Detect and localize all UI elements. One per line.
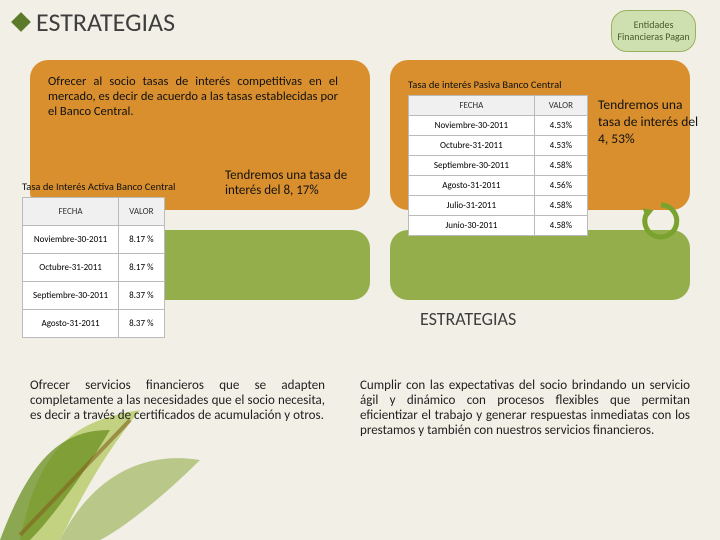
paragraph-top-left: Ofrecer al socio tasas de interés compet… — [48, 74, 338, 119]
paragraph-bottom-left: Ofrecer servicios financieros que se ada… — [30, 378, 325, 423]
table-row: Agosto-31-20114.56% — [409, 176, 588, 196]
paragraph-bottom-right: Cumplir con las expectativas del socio b… — [360, 378, 690, 438]
title-text: ESTRATEGIAS — [36, 6, 175, 38]
estrategias-label: ESTRATEGIAS — [420, 308, 516, 330]
cycle-arrow-icon — [640, 200, 682, 242]
table-row: Octubre-31-20114.53% — [409, 136, 588, 156]
bullet-icon — [11, 12, 31, 32]
table-pasiva-title: Tasa de interés Pasiva Banco Central — [408, 78, 598, 91]
table-row: Septiembre-30-20114.58% — [409, 156, 588, 176]
col-header: FECHA — [23, 198, 119, 226]
table-pasiva-wrap: Tasa de interés Pasiva Banco Central FEC… — [408, 78, 598, 236]
table-row: Septiembre-30-20118.37 % — [23, 282, 165, 310]
col-header: VALOR — [534, 96, 587, 116]
table-row: Noviembre-30-20114.53% — [409, 116, 588, 136]
table-row: Agosto-31-20118.37 % — [23, 310, 165, 338]
table-row: Noviembre-30-20118.17 % — [23, 226, 165, 254]
table-row: FECHA VALOR — [409, 96, 588, 116]
table-activa-wrap: Tasa de Interés Activa Banco Central FEC… — [22, 180, 222, 338]
badge-entidades: Entidades Financieras Pagan — [611, 10, 696, 52]
tendremos-left: Tendremos una tasa de interés del 8, 17% — [225, 168, 385, 198]
table-row: Julio-31-20114.58% — [409, 196, 588, 216]
table-row: Octubre-31-20118.17 % — [23, 254, 165, 282]
col-header: FECHA — [409, 96, 535, 116]
table-pasiva: FECHA VALOR Noviembre-30-20114.53% Octub… — [408, 95, 588, 236]
badge-text: Entidades Financieras Pagan — [612, 19, 695, 43]
table-activa-title: Tasa de Interés Activa Banco Central — [22, 180, 222, 193]
table-activa: FECHA VALOR Noviembre-30-20118.17 % Octu… — [22, 197, 165, 338]
page-title: ESTRATEGIAS — [14, 6, 175, 38]
col-header: VALOR — [119, 198, 164, 226]
table-row: Junio-30-20114.58% — [409, 216, 588, 236]
table-row: FECHA VALOR — [23, 198, 165, 226]
tendremos-right: Tendremos una tasa de interés del 4, 53% — [598, 96, 708, 147]
